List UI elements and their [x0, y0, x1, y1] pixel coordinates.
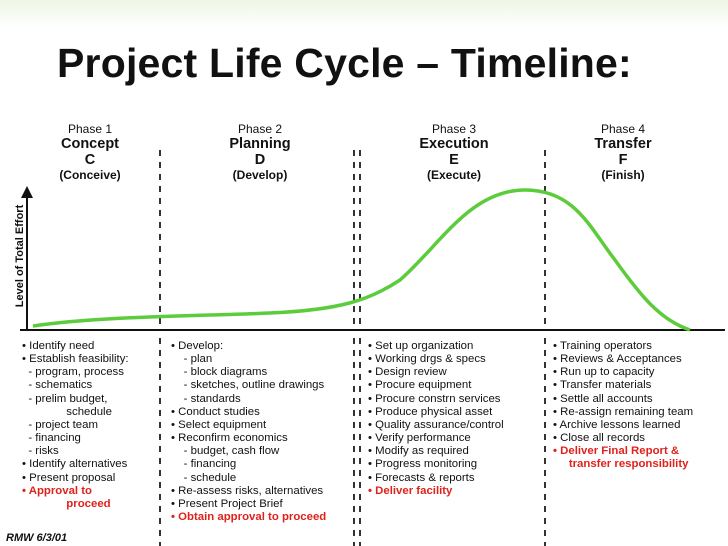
phase-3-letter: E [449, 152, 459, 168]
activity-item: • Verify performance [368, 432, 471, 445]
activity-item: • Archive lessons learned [553, 418, 681, 431]
activity-item: • Produce physical asset [368, 405, 493, 418]
phase-1-number: Phase 1 [67, 122, 113, 136]
activity-item: • Re-assess risks, alternatives [171, 484, 324, 497]
activity-item: • Reviews & Acceptances [553, 353, 682, 366]
activity-item: • Identify need [22, 340, 95, 352]
activity-item: - standards [171, 392, 241, 405]
activity-item: • Quality assurance/control [368, 418, 504, 431]
phase-2-number: Phase 2 [237, 122, 283, 136]
phase-3-header: Phase 3 Execution E (Execute) [379, 122, 529, 183]
activity-item: • Present proposal [22, 471, 116, 484]
phase-1-header: Phase 1 Concept C (Conceive) [15, 122, 165, 183]
phase-4-activities: • Training operators • Reviews & Acceptan… [553, 340, 693, 472]
activity-item: • Re-assign remaining team [553, 405, 694, 418]
effort-curve [32, 188, 691, 332]
activity-item: proceed [22, 497, 111, 510]
activity-item: • Procure constrn services [368, 392, 501, 405]
activity-item: • Progress monitoring [368, 458, 478, 471]
phase-4-header: Phase 4 Transfer F (Finish) [548, 122, 698, 183]
activity-item: - budget, cash flow [171, 445, 280, 458]
activity-item: - schematics [22, 379, 93, 392]
activity-item: • Close all records [553, 432, 645, 445]
activity-item: - schedule [171, 471, 237, 484]
activity-item: - risks [22, 445, 59, 458]
phase-3-verb: (Execute) [426, 168, 482, 182]
y-axis-label: Level of Total Effort [14, 204, 26, 308]
activity-item: • Conduct studies [171, 405, 260, 418]
y-axis-arrow [21, 186, 33, 198]
activity-item: • Deliver Final Report & [553, 445, 680, 458]
phase-3-name: Execution [419, 136, 489, 152]
phase-1-name: Concept [61, 136, 119, 152]
activity-item: • Working drgs & specs [368, 353, 486, 366]
activity-item: • Run up to capacity [553, 366, 655, 379]
phase-4-name: Transfer [594, 136, 652, 152]
phase-1-activities: • Identify need • Establish feasibility: … [22, 340, 129, 511]
activity-item: - plan [171, 353, 213, 366]
activity-item: • Transfer materials [553, 379, 652, 392]
activity-item: - block diagrams [171, 366, 268, 379]
activity-item: • Deliver facility [368, 484, 453, 497]
phase-4-number: Phase 4 [600, 122, 646, 136]
activity-item: - prelim budget, [22, 392, 108, 405]
activity-item: • Settle all accounts [553, 392, 653, 405]
phase-2-verb: (Develop) [232, 168, 288, 182]
activity-item: • Training operators [553, 340, 652, 352]
activity-item: • Select equipment [171, 418, 267, 431]
activity-item: • Approval to [22, 484, 93, 497]
phase-2-activities: • Develop: - plan - block diagrams - ske… [171, 340, 326, 524]
phase-2-letter: D [254, 152, 266, 168]
slide-title: Project Life Cycle – Timeline: [57, 40, 632, 86]
activity-item: schedule [22, 405, 112, 418]
activity-item: transfer responsibility [553, 458, 689, 471]
activity-item: • Forecasts & reports [368, 471, 475, 484]
phase-3-activities: • Set up organization • Working drgs & sp… [368, 340, 504, 498]
activity-item: • Modify as required [368, 445, 469, 458]
phase-3-number: Phase 3 [431, 122, 477, 136]
activity-item: - project team [22, 418, 98, 431]
activity-item: • Obtain approval to proceed [171, 511, 327, 524]
activity-item: • Reconfirm economics [171, 432, 288, 445]
activity-item: • Design review [368, 366, 447, 379]
activity-item: • Procure equipment [368, 379, 472, 392]
phase-1-letter: C [84, 152, 96, 168]
phase-2-header: Phase 2 Planning D (Develop) [185, 122, 335, 183]
phase-4-letter: F [618, 152, 628, 168]
phase-1-verb: (Conceive) [59, 168, 121, 182]
phase-2-name: Planning [229, 136, 291, 152]
activity-item: • Present Project Brief [171, 497, 283, 510]
phase-4-verb: (Finish) [601, 168, 645, 182]
activity-item: - financing [22, 432, 81, 445]
activity-item: - program, process [22, 366, 124, 379]
activity-item: - financing [171, 458, 237, 471]
activity-item: • Identify alternatives [22, 458, 128, 471]
slide-header-band [0, 0, 728, 28]
activity-item: • Develop: [171, 340, 224, 352]
footer-initials-date: RMW 6/3/01 [6, 532, 68, 544]
activity-item: • Set up organization [368, 340, 474, 352]
activity-item: - sketches, outline drawings [171, 379, 325, 392]
activity-item: • Establish feasibility: [22, 353, 129, 366]
